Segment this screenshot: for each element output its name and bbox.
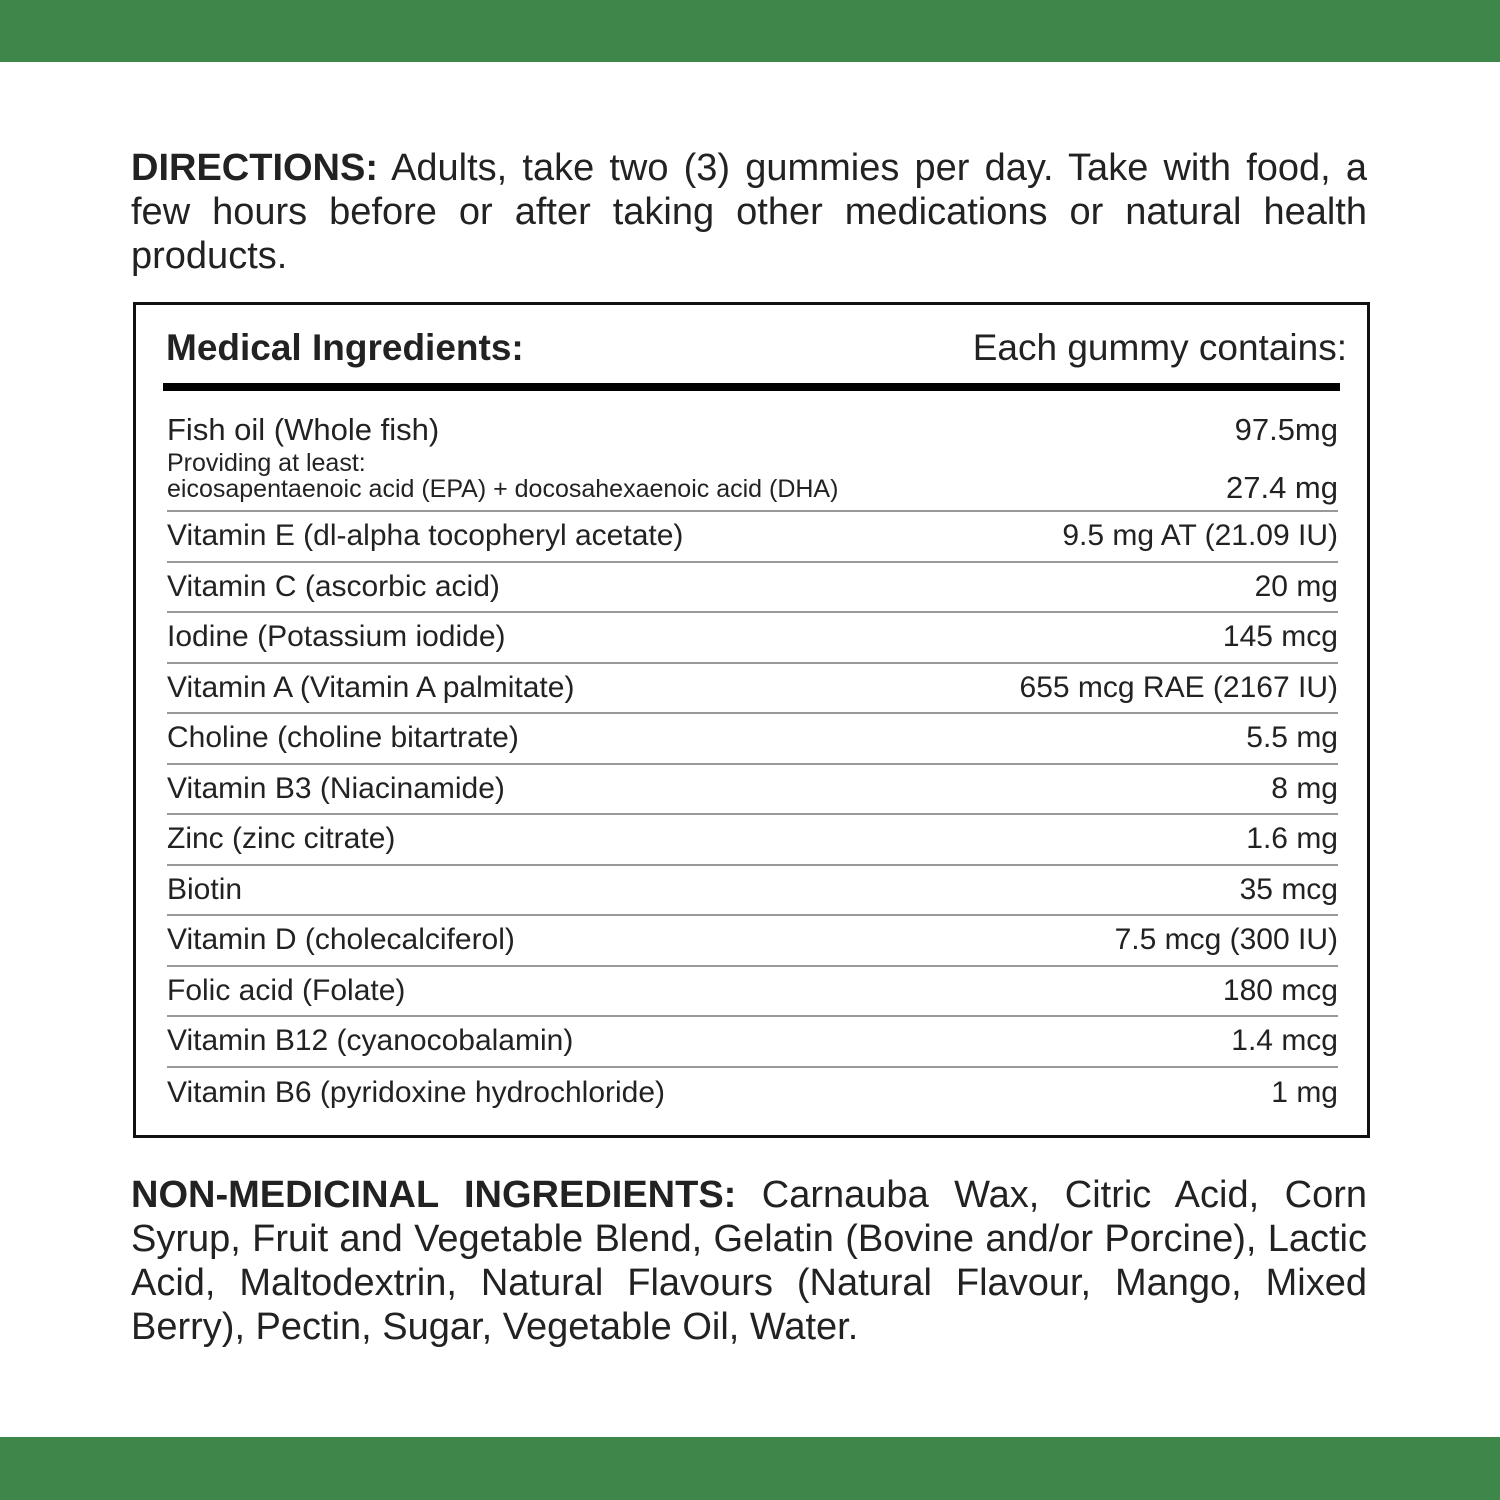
- ingredient-amount: 1.6 mg: [1246, 822, 1338, 856]
- table-header-per-serving: Each gummy contains:: [972, 327, 1347, 368]
- table-row: Vitamin B6 (pyridoxine hydrochloride) 1 m…: [167, 1068, 1338, 1119]
- table-row-fish-oil: Fish oil (Whole fish) 97.5mg Providing a…: [167, 410, 1338, 512]
- ingredient-name: Biotin: [167, 872, 243, 906]
- ingredient-amount: 655 mcg RAE (2167 IU): [1019, 670, 1338, 704]
- table-row: Vitamin B12 (cyanocobalamin) 1.4 mcg: [167, 1017, 1338, 1068]
- table-row: Vitamin C (ascorbic acid) 20 mg: [167, 563, 1338, 613]
- ingredient-name: Vitamin B6 (pyridoxine hydrochloride): [167, 1075, 666, 1109]
- ingredient-amount: 1 mg: [1271, 1075, 1338, 1109]
- table-row: Vitamin A (Vitamin A palmitate) 655 mcg R…: [167, 664, 1338, 714]
- directions-label: DIRECTIONS:: [131, 147, 378, 189]
- ingredient-sub-amount: 27.4 mg: [1225, 470, 1338, 505]
- ingredient-amount: 180 mcg: [1222, 973, 1338, 1007]
- table-header-title: Medical Ingredients:: [166, 327, 524, 368]
- ingredient-amount: 20 mg: [1254, 569, 1338, 603]
- table-row: Biotin 35 mcg: [167, 866, 1338, 916]
- non-medicinal-text: Carnauba Wax, Citric Acid, Corn Syrup, F…: [131, 1174, 1367, 1348]
- table-row: Vitamin E (dl-alpha tocopheryl acetate) 9…: [167, 512, 1338, 563]
- bottom-green-band: [0, 1437, 1500, 1500]
- ingredient-name: Vitamin B12 (cyanocobalamin): [167, 1024, 574, 1058]
- ingredient-name: Vitamin A (Vitamin A palmitate): [167, 670, 575, 704]
- ingredient-name: Fish oil (Whole fish): [167, 412, 440, 447]
- ingredient-amount: 9.5 mg AT (21.09 IU): [1062, 519, 1338, 553]
- ingredient-name: Vitamin E (dl-alpha tocopheryl acetate): [167, 519, 684, 553]
- header-rule: [163, 383, 1340, 391]
- ingredient-name: Vitamin D (cholecalciferol): [167, 923, 515, 957]
- subtext-line: eicosapentaenoic acid (EPA) + docosahexa…: [167, 475, 839, 503]
- table-row: Folic acid (Folate) 180 mcg: [167, 967, 1338, 1017]
- ingredient-amount: 5.5 mg: [1246, 721, 1338, 755]
- ingredient-amount: 7.5 mcg (300 IU): [1114, 923, 1338, 957]
- ingredient-amount: 8 mg: [1271, 771, 1338, 805]
- ingredient-name: Vitamin B3 (Niacinamide): [167, 771, 505, 805]
- ingredient-name: Choline (choline bitartrate): [167, 721, 519, 755]
- medical-ingredients-table: Medical Ingredients: Each gummy contains…: [133, 302, 1370, 1138]
- table-row: Vitamin D (cholecalciferol) 7.5 mcg (300 …: [167, 916, 1338, 967]
- directions-paragraph: DIRECTIONS: Adults, take two (3) gummies…: [131, 146, 1367, 278]
- ingredient-amount: 1.4 mcg: [1231, 1024, 1338, 1058]
- ingredient-name: Vitamin C (ascorbic acid): [167, 569, 500, 603]
- ingredient-amount: 145 mcg: [1222, 620, 1338, 654]
- ingredient-name: Iodine (Potassium iodide): [167, 620, 506, 654]
- non-medicinal-label: NON-MEDICINAL INGREDIENTS:: [131, 1174, 737, 1216]
- ingredient-name: Folic acid (Folate): [167, 973, 406, 1007]
- ingredient-name: Zinc (zinc citrate): [167, 822, 396, 856]
- directions-text: Adults, take two (3) gummies per day. Ta…: [131, 147, 1367, 277]
- ingredient-amount: 97.5mg: [1234, 412, 1338, 447]
- top-green-band: [0, 0, 1500, 62]
- table-row: Zinc (zinc citrate) 1.6 mg: [167, 815, 1338, 866]
- ingredient-amount: 35 mcg: [1239, 872, 1338, 906]
- table-row: Iodine (Potassium iodide) 145 mcg: [167, 613, 1338, 664]
- ingredient-subtext: Providing at least: eicosapentaenoic acid…: [167, 450, 838, 502]
- subtext-line: Providing at least:: [167, 449, 366, 477]
- table-row: Vitamin B3 (Niacinamide) 8 mg: [167, 765, 1338, 815]
- table-row: Choline (choline bitartrate) 5.5 mg: [167, 714, 1338, 765]
- non-medicinal-paragraph: NON-MEDICINAL INGREDIENTS: Carnauba Wax,…: [131, 1173, 1367, 1349]
